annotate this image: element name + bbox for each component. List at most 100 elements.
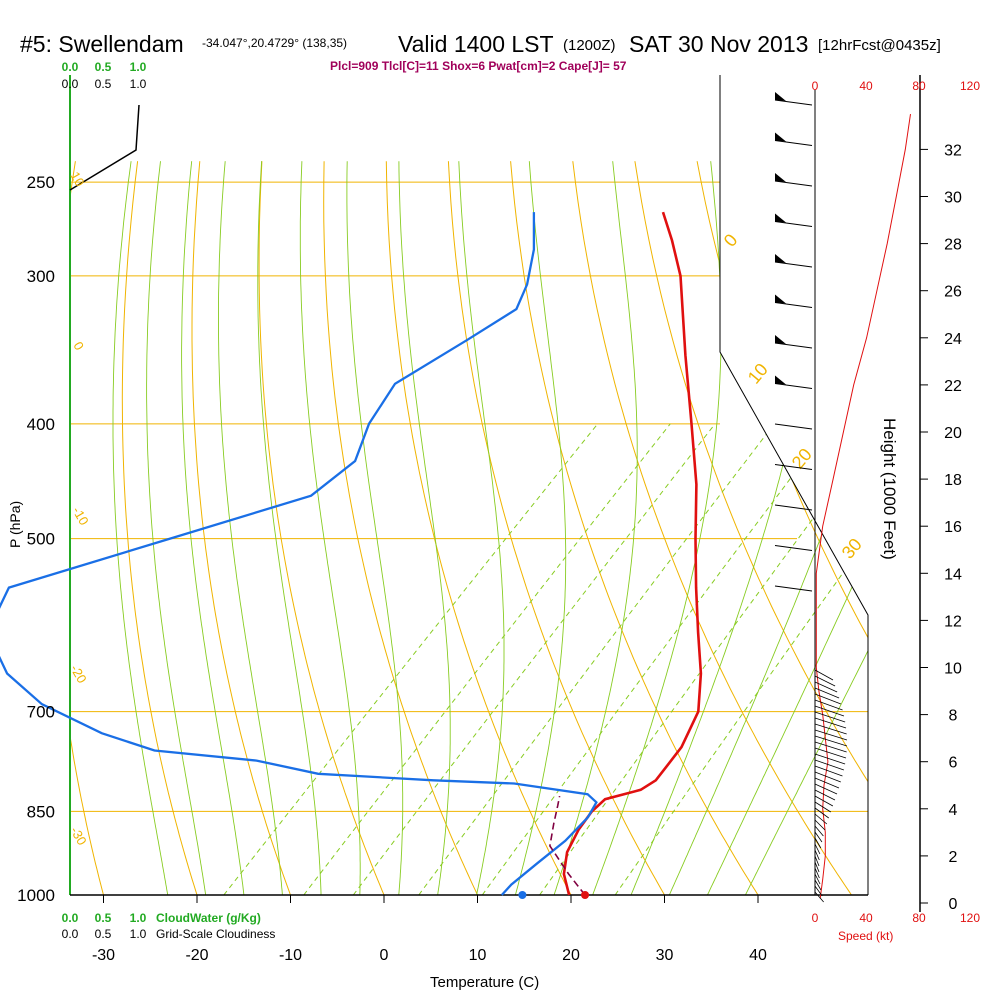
mixing-ratio-label: 2 [291, 901, 306, 915]
dry-adiabat [70, 161, 111, 895]
forecast-info: [12hrFcst@0435z] [818, 37, 941, 54]
utc-time: (1200Z) [563, 37, 616, 54]
valid-time: Valid 1400 LST [398, 31, 554, 57]
dry-adiabat [758, 161, 868, 895]
dry-adiabat [385, 161, 585, 895]
y-tick-label: 1000 [17, 886, 55, 905]
wind-barb [814, 837, 822, 849]
isotherm-label: -10 [69, 504, 91, 528]
mixing-ratio-label: 8 [469, 901, 484, 915]
wind-barb [814, 681, 838, 693]
moist-adiabat [112, 161, 173, 895]
mixing-ratio-label: 20 [602, 895, 621, 914]
moist-adiabat [181, 161, 248, 895]
height-tick-label: 32 [944, 142, 962, 159]
x-tick-label: -20 [185, 947, 208, 964]
moist-adiabat [299, 161, 361, 895]
cloudiness-top-tick: 1.0 [130, 77, 147, 91]
wind-barb [814, 849, 820, 861]
wind-barbs [774, 92, 911, 903]
axes: Temperature (C) P (hPa) Height (1000 Fee… [7, 60, 980, 991]
speed-tick-bottom: 80 [912, 911, 926, 925]
wind-barb [814, 879, 822, 891]
sounding-curves [0, 211, 703, 899]
wind-speed-line [815, 114, 911, 899]
wind-barb [814, 675, 836, 687]
wind-barb [774, 585, 813, 592]
wind-barb [814, 687, 840, 699]
wind-barb [814, 669, 834, 681]
moist-adiabat [146, 161, 210, 895]
y-tick-label: 850 [27, 802, 55, 821]
speed-tick-bottom: 0 [812, 911, 819, 925]
x-tick-label: 0 [380, 947, 389, 964]
plot-frame [69, 75, 921, 912]
mixing-ratio-line [614, 423, 868, 895]
moist-adiabat [218, 161, 285, 895]
mixing-ratio-lines: 1 2 3 5 8 12 20 [223, 423, 868, 915]
moist-adiabat [620, 161, 821, 895]
station-coords: -34.047°,20.4729° (138,35) [202, 36, 347, 50]
speed-tick-bottom: 40 [859, 911, 873, 925]
moist-adiabat [582, 161, 722, 895]
mixing-ratio-line [539, 423, 868, 895]
wind-barb [814, 711, 846, 723]
x-axis-label: Temperature (C) [430, 974, 539, 991]
wind-barb-flag [775, 294, 786, 304]
x-tick-label: -30 [92, 947, 115, 964]
wind-barb [814, 693, 842, 705]
surface-dewpoint-dot [518, 891, 527, 899]
height-tick-label: 0 [949, 896, 958, 913]
height-tick-label: 18 [944, 472, 962, 489]
cloudwater-top-tick: 0.0 [62, 60, 79, 74]
wind-barb [774, 464, 813, 470]
mixing-ratio-line [481, 423, 832, 895]
height-tick-label: 20 [944, 425, 962, 442]
wind-barb-flag [775, 132, 786, 142]
cloudiness-label: Grid-Scale Cloudiness [156, 927, 275, 941]
mixing-ratio-line [352, 423, 716, 895]
wind-barb [774, 545, 813, 551]
wind-barb [814, 747, 847, 759]
wind-barb [814, 861, 820, 873]
cloudiness-bottom-tick: 0.0 [62, 927, 79, 941]
height-tick-label: 14 [944, 566, 962, 583]
wind-barb [774, 504, 813, 511]
dry-adiabat [323, 161, 491, 895]
wind-barb [814, 771, 841, 783]
wind-barb [814, 723, 847, 735]
cloudwater-bottom-tick: 0.5 [95, 911, 112, 925]
cloudiness-top-tick: 0.0 [62, 77, 79, 91]
cloudwater-top-tick: 1.0 [130, 60, 147, 74]
moist-adiabat [545, 161, 638, 895]
y-axis-label: P (hPa) [7, 501, 23, 548]
moist-adiabat [657, 161, 868, 895]
dry-adiabat [447, 161, 680, 895]
wind-barb [814, 735, 848, 747]
wind-barb [814, 867, 820, 879]
wind-barb [774, 423, 813, 430]
cloudwater-bottom-tick: 0.0 [62, 911, 79, 925]
mixing-ratio-label: 5 [406, 901, 421, 915]
mixing-ratio-label: 3 [340, 901, 355, 915]
y-tick-label: 400 [27, 415, 55, 434]
mixing-ratio-line [223, 423, 599, 895]
isotherm-label: 10 [67, 169, 87, 189]
wind-barb [814, 759, 845, 771]
wind-barb-flag [775, 375, 786, 385]
dry-adiabat [258, 161, 396, 895]
dry-adiabat [884, 161, 1000, 920]
speed-tick-bottom: 120 [960, 911, 980, 925]
height-tick-label: 22 [944, 378, 962, 395]
dry-adiabat [191, 161, 301, 895]
cloudiness-bottom-tick: 0.5 [95, 927, 112, 941]
wind-barb-flag [775, 173, 786, 182]
wind-barb [814, 765, 843, 777]
y-tick-label: 500 [27, 530, 55, 549]
x-tick-label: 20 [562, 947, 580, 964]
wind-barb [814, 705, 845, 717]
wind-barb [814, 741, 847, 753]
wind-barb [814, 831, 823, 843]
wind-barb [774, 180, 813, 187]
